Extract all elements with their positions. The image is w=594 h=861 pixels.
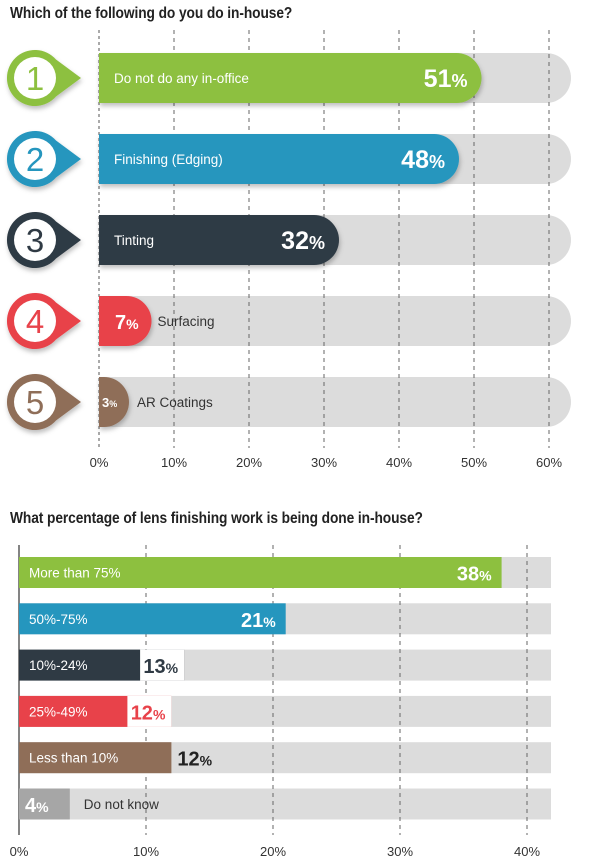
- chart1-value-label: 7%: [115, 312, 139, 334]
- chart1-title: Which of the following do you do in-hous…: [10, 5, 293, 22]
- chart1-value-label: 32%: [281, 227, 325, 255]
- chart1-rank-number: 3: [26, 222, 44, 259]
- chart2-value-label: 12%: [131, 702, 166, 724]
- chart1-category-label: Do not do any in-office: [114, 71, 249, 86]
- chart2-value-label: 13%: [143, 656, 178, 678]
- chart1-category-label: AR Coatings: [137, 395, 213, 410]
- chart2-tick-label: 40%: [514, 844, 540, 859]
- chart1-bar: [99, 134, 459, 184]
- chart1-rank-number: 4: [26, 303, 44, 340]
- chart1-tick-label: 20%: [236, 455, 262, 470]
- chart1: 0% 10% 20% 30% 40% 50% 60% 1 Do not do any in-of…: [6, 30, 571, 470]
- chart1-rank-number: 1: [26, 60, 44, 97]
- chart1-rank-number: 5: [26, 384, 44, 421]
- chart2-tick-label: 10%: [133, 844, 159, 859]
- chart2-value-label: 21%: [241, 610, 276, 632]
- chart2-value-pad: [127, 695, 172, 727]
- chart1-rank-number: 2: [26, 141, 44, 178]
- chart2-tick-label: 20%: [260, 844, 286, 859]
- chart1-track: [99, 377, 571, 427]
- chart2-category-label: 25%-49%: [29, 704, 88, 719]
- chart1-bar: [99, 377, 129, 427]
- chart2-bar: [19, 603, 286, 635]
- chart2-value-label: 4%: [25, 795, 49, 817]
- chart1-category-label: Tinting: [114, 233, 154, 248]
- chart2-bar: [19, 788, 70, 820]
- chart2-category-label: 10%-24%: [29, 658, 88, 673]
- chart2-tick-label: 0%: [10, 844, 29, 859]
- chart1-rank-badge-inner: [14, 381, 56, 423]
- chart1-category-label: Finishing (Edging): [114, 152, 223, 167]
- chart1-bar: [99, 296, 152, 346]
- chart1-tick-label: 40%: [386, 455, 412, 470]
- chart2-tick-label: 30%: [387, 844, 413, 859]
- chart1-tick-label: 50%: [461, 455, 487, 470]
- chart1-value-label: 48%: [401, 146, 445, 174]
- chart2-value-label: 38%: [457, 564, 492, 586]
- chart1-rank-badge-inner: [14, 138, 56, 180]
- chart1-rank-badge-inner: [14, 300, 56, 342]
- chart2-bar: [19, 742, 172, 774]
- chart2-track: [19, 788, 551, 820]
- chart2-category-label: Do not know: [84, 797, 159, 812]
- chart1-tick-label: 60%: [536, 455, 562, 470]
- chart1-bar: [99, 53, 482, 103]
- chart1-bar: [99, 215, 339, 265]
- chart1-tick-label: 30%: [311, 455, 337, 470]
- chart1-value-label: 51%: [424, 65, 468, 93]
- chart2-title: What percentage of lens finishing work i…: [10, 510, 423, 527]
- chart2-category-label: More than 75%: [29, 566, 121, 581]
- chart2-category-label: 50%-75%: [29, 612, 88, 627]
- chart2-category-label: Less than 10%: [29, 751, 118, 766]
- chart1-category-label: Surfacing: [158, 314, 215, 329]
- chart2-value-label: 12%: [177, 749, 212, 771]
- chart2-value-pad: [140, 649, 185, 681]
- chart2-bar: [19, 557, 502, 588]
- chart1-rank-badge-inner: [14, 219, 56, 261]
- chart1-track: [99, 296, 571, 346]
- chart1-tick-label: 0%: [90, 455, 109, 470]
- chart1-rank-badge-inner: [14, 57, 56, 99]
- chart1-tick-label: 10%: [161, 455, 187, 470]
- chart1-value-label: 3%: [102, 395, 117, 410]
